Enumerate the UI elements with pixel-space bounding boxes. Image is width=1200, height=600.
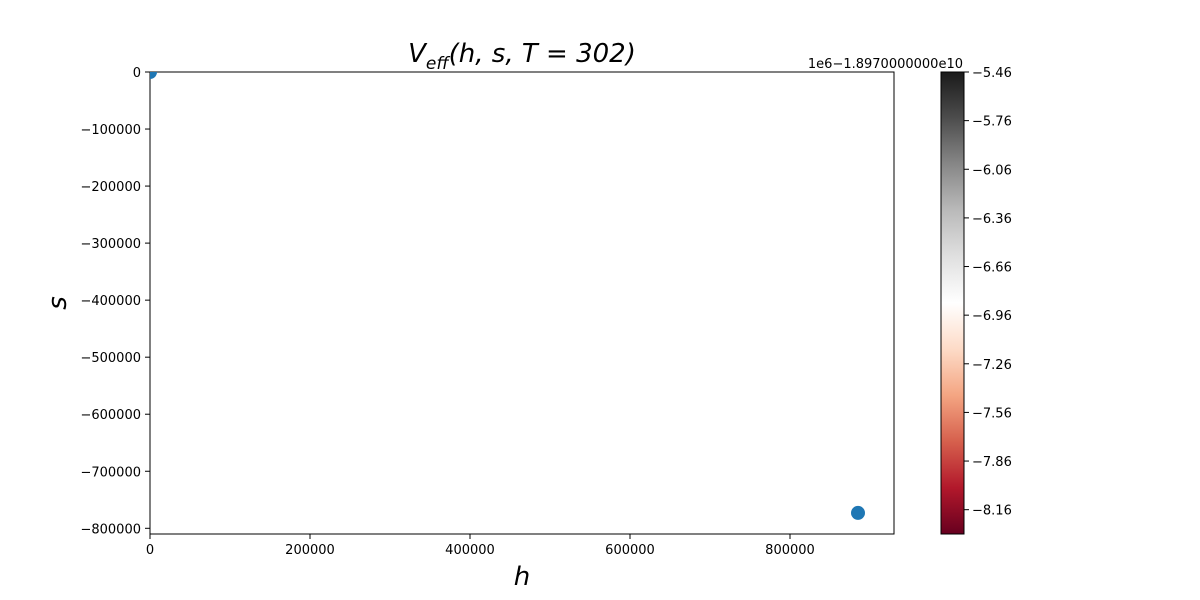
- colorbar-tick-label: −5.76: [972, 115, 1012, 130]
- colorbar-gradient: [940, 71, 965, 535]
- colorbar-ticks: −5.46 −5.76 −6.06 −6.36 −6.66 −6.96 −7.26 −7.56…: [964, 66, 1012, 519]
- x-axis-title: h: [514, 562, 530, 592]
- colorbar-tick-label: −8.16: [972, 504, 1012, 519]
- colorbar: 1e6−1.8970000000e10 −5.46 −5.76 −6.06 −6.36…: [808, 57, 1012, 535]
- chart-title: Veff(h, s, T = 302): [408, 39, 636, 74]
- colorbar-tick-label: −6.06: [972, 163, 1012, 178]
- title-subscript: eff: [426, 54, 450, 74]
- y-tick-label: 0: [133, 66, 141, 81]
- y-tick-label: −500000: [80, 351, 141, 366]
- y-tick-label: −300000: [80, 237, 141, 252]
- y-axis-title: s: [43, 296, 73, 310]
- x-tick-label: 800000: [765, 543, 815, 558]
- y-axis: 0 −100000 −200000 −300000 −400000 −500000 −600…: [80, 66, 150, 537]
- x-tick-label: 400000: [445, 543, 495, 558]
- x-tick-label: 200000: [285, 543, 335, 558]
- plot-area: [149, 71, 895, 535]
- y-tick-label: −100000: [80, 123, 141, 138]
- y-tick-label: −800000: [80, 522, 141, 537]
- plot-frame: [149, 71, 895, 535]
- colorbar-tick-label: −6.96: [972, 309, 1012, 324]
- y-tick-label: −600000: [80, 408, 141, 423]
- scatter-point: [851, 505, 865, 520]
- y-tick-label: −200000: [80, 180, 141, 195]
- x-tick-label: 0: [146, 543, 154, 558]
- x-axis: 0 200000 400000 600000 800000: [146, 534, 815, 558]
- colorbar-tick-label: −5.46: [972, 66, 1012, 81]
- y-tick-label: −400000: [80, 294, 141, 309]
- points-layer: [150, 72, 865, 520]
- colorbar-tick-label: −7.56: [972, 406, 1012, 421]
- title-rest: (h, s, T = 302): [449, 39, 636, 69]
- x-tick-label: 600000: [605, 543, 655, 558]
- colorbar-tick-label: −7.26: [972, 358, 1012, 373]
- title-main: V: [408, 39, 428, 69]
- scatter-point: [150, 72, 157, 79]
- colorbar-tick-label: −7.86: [972, 455, 1012, 470]
- colorbar-tick-label: −6.66: [972, 261, 1012, 276]
- y-tick-label: −700000: [80, 465, 141, 480]
- colorbar-tick-label: −6.36: [972, 212, 1012, 227]
- colorbar-offset-label: 1e6−1.8970000000e10: [808, 57, 963, 72]
